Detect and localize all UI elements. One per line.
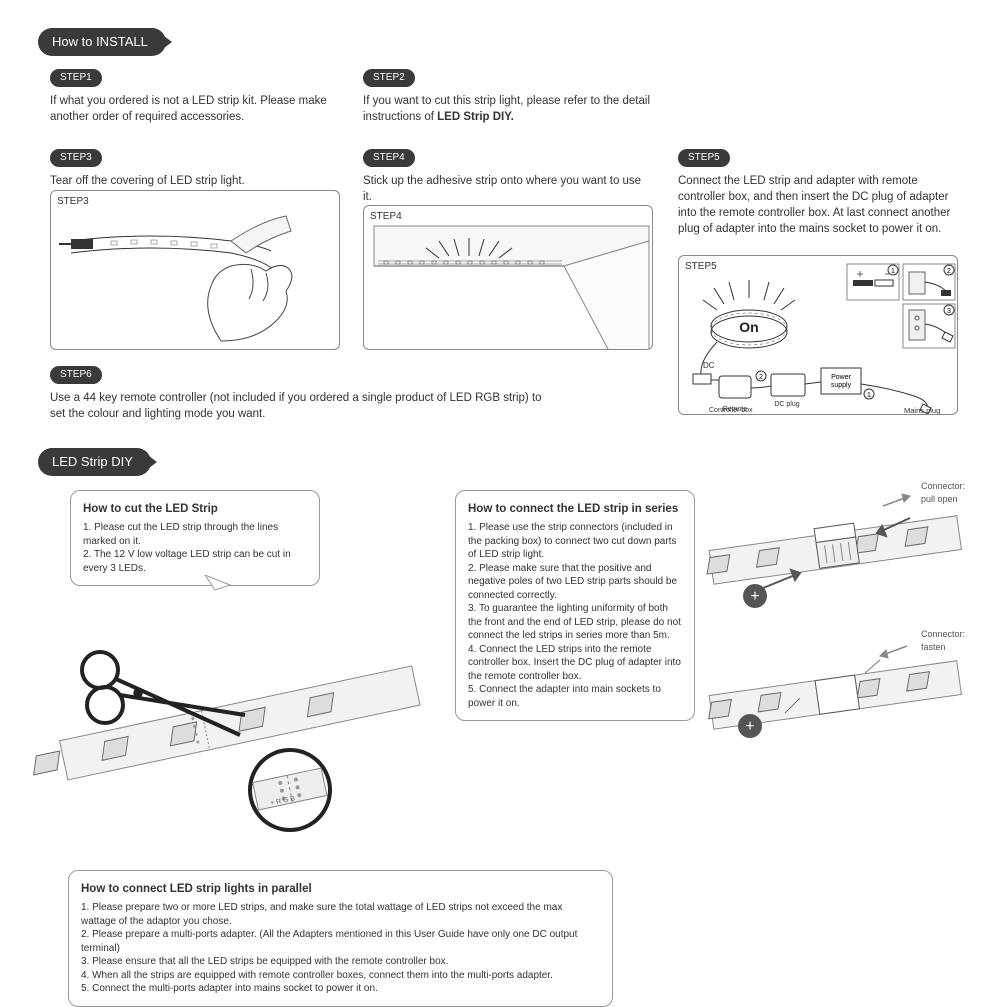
step4-illus-label: STEP4: [370, 210, 402, 224]
step5-badge: STEP5: [678, 149, 730, 167]
svg-text:DC plug: DC plug: [774, 401, 799, 408]
diy-parallel-l3: 3. Please ensure that all the LED strips…: [81, 955, 600, 969]
svg-text:supply: supply: [831, 382, 852, 389]
diy-parallel-bubble: How to connect LED strip lights in paral…: [68, 870, 613, 1007]
diy-series-bubble: How to connect the LED strip in series 1…: [455, 490, 695, 721]
diy-header: LED Strip DIY: [38, 448, 151, 476]
step6-text: Use a 44 key remote controller (not incl…: [50, 390, 550, 422]
diy-series-l3: 3. To guarantee the lighting uniformity …: [468, 602, 682, 643]
svg-text:1: 1: [891, 268, 895, 275]
svg-text:+: +: [750, 588, 759, 605]
diy-parallel-title: How to connect LED strip lights in paral…: [81, 881, 600, 897]
diy-cut-l1: 1. Please cut the LED strip through the …: [83, 521, 307, 548]
diy-cut-title: How to cut the LED Strip: [83, 501, 307, 517]
svg-text:2: 2: [947, 268, 951, 275]
diy-connector-fasten-illustration: + Connector: fasten: [705, 628, 965, 758]
diy-connector-open-illustration: + Connector: pull open: [705, 478, 965, 618]
diy-series-l2: 2. Please make sure that the positive an…: [468, 562, 682, 603]
diy-series-title: How to connect the LED strip in series: [468, 501, 682, 517]
step5-remote-label: Controller box: [709, 406, 753, 415]
diy-series-l1: 1. Please use the strip connectors (incl…: [468, 521, 682, 562]
step3-badge: STEP3: [50, 149, 102, 167]
step1-badge: STEP1: [50, 69, 102, 87]
step5-illus-label: STEP5: [685, 260, 717, 274]
diy-parallel-l2: 2. Please prepare a multi-ports adapter.…: [81, 928, 600, 955]
install-header: How to INSTALL: [38, 28, 166, 56]
diy-parallel-l4: 4. When all the strips are equipped with…: [81, 969, 600, 983]
step5-text: Connect the LED strip and adapter with r…: [678, 173, 958, 237]
step3-illus-label: STEP3: [57, 195, 89, 209]
step2-badge: STEP2: [363, 69, 415, 87]
svg-text:Power: Power: [831, 374, 852, 381]
diy-series-l5: 5. Connect the adapter into main sockets…: [468, 683, 682, 710]
diy-series-l4: 4. Connect the LED strips into the remot…: [468, 643, 682, 684]
step3-text: Tear off the covering of LED strip light…: [50, 173, 340, 189]
svg-text:DC: DC: [703, 361, 715, 370]
connector-fasten-label: Connector: fasten: [921, 628, 965, 653]
step1-text: If what you ordered is not a LED strip k…: [50, 93, 340, 125]
svg-text:+: +: [745, 718, 754, 735]
step2-text-b: LED Strip DIY.: [437, 111, 514, 123]
connector-open-label: Connector: pull open: [921, 480, 965, 505]
step4-badge: STEP4: [363, 149, 415, 167]
svg-text:Mains plug: Mains plug: [904, 406, 940, 415]
step3-illustration: STEP3: [50, 190, 340, 350]
svg-text:On: On: [739, 319, 758, 335]
svg-text:2: 2: [759, 374, 763, 381]
diy-parallel-l1: 1. Please prepare two or more LED strips…: [81, 901, 600, 928]
diy-parallel-l5: 5. Connect the multi-ports adapter into …: [81, 982, 600, 996]
svg-text:1: 1: [867, 392, 871, 399]
diy-cut-illustration: + R G B: [30, 575, 430, 855]
diy-cut-bubble: How to cut the LED Strip 1. Please cut t…: [70, 490, 320, 586]
step5-illustration: STEP5 On DC Remote 2 DC plug Power suppl: [678, 255, 958, 415]
step4-text: Stick up the adhesive strip onto where y…: [363, 173, 653, 205]
step2-text: If you want to cut this strip light, ple…: [363, 93, 653, 125]
step6-badge: STEP6: [50, 366, 102, 384]
svg-text:3: 3: [947, 308, 951, 315]
diy-cut-l2: 2. The 12 V low voltage LED strip can be…: [83, 548, 307, 575]
step4-illustration: STEP4: [363, 205, 653, 350]
